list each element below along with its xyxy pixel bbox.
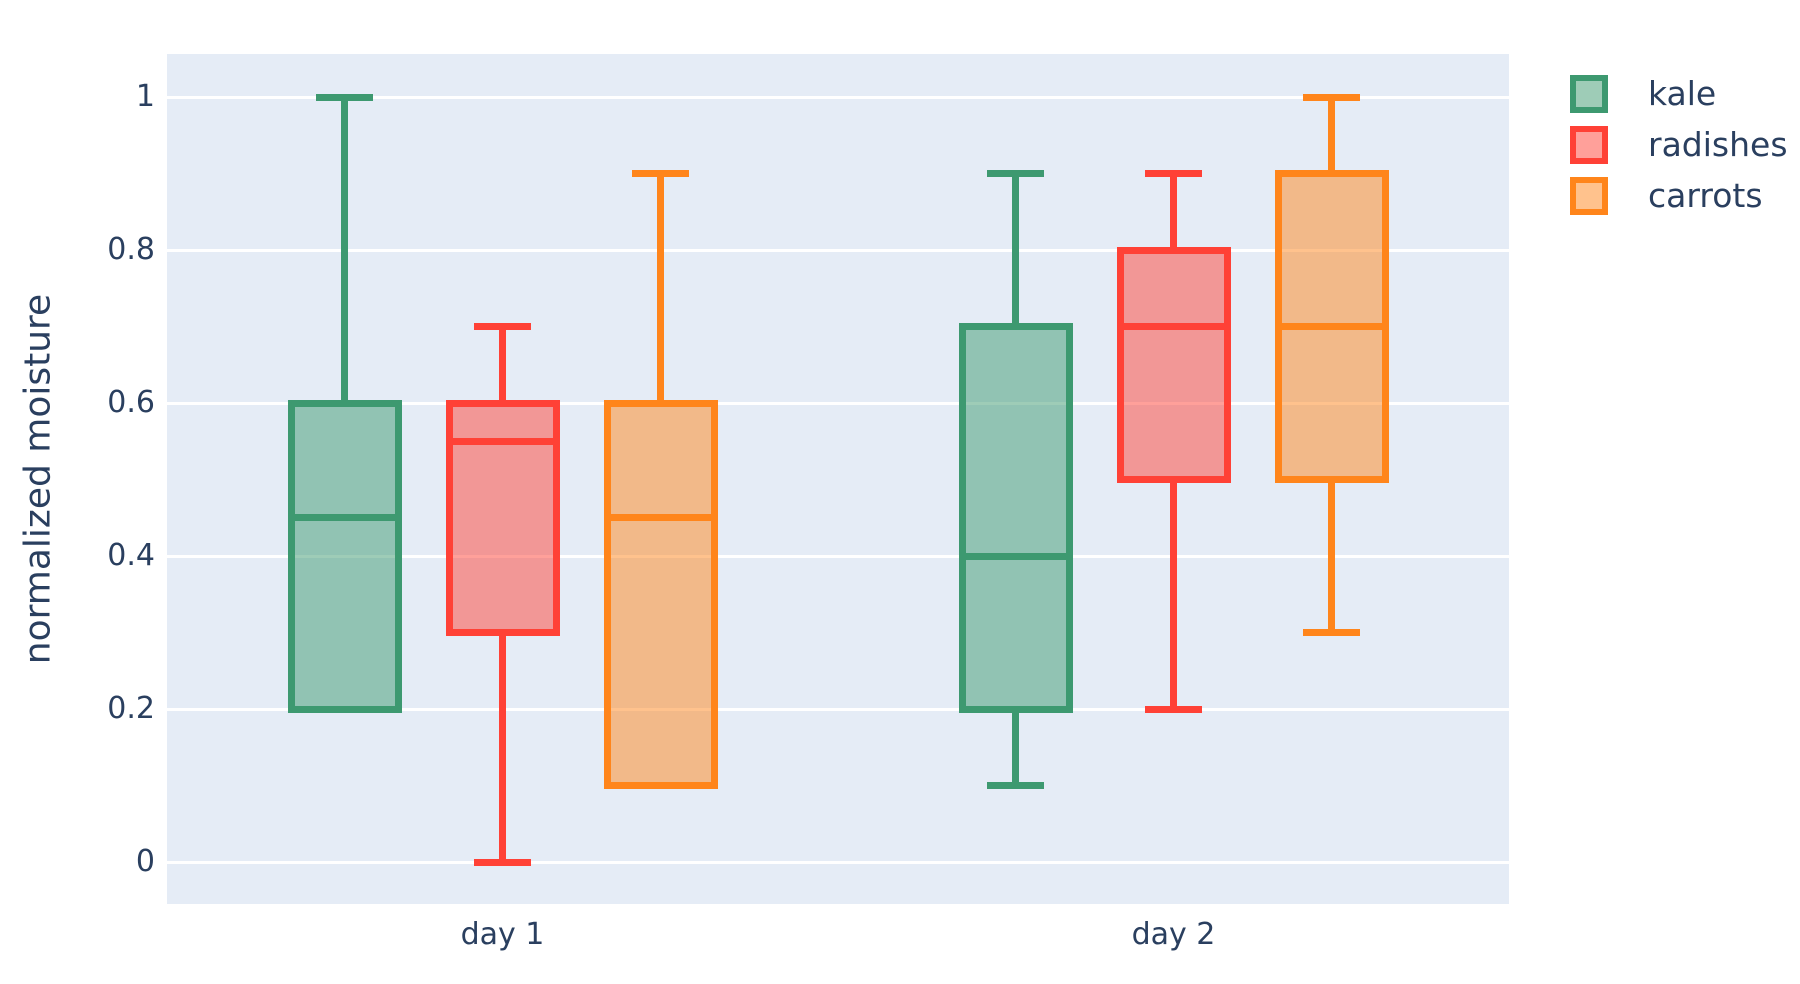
legend-swatch-radishes-icon	[1570, 125, 1608, 164]
legend: kale radishes carrots	[1570, 68, 1788, 221]
median-line	[291, 514, 398, 522]
legend-item-label: carrots	[1648, 176, 1763, 215]
y-tick-label: 0.8	[107, 232, 155, 267]
upper-whisker-cap	[474, 323, 531, 330]
lower-whisker-line	[1012, 709, 1019, 786]
upper-whisker-line	[499, 326, 506, 403]
gridline	[167, 95, 1509, 99]
y-tick-label: 1	[135, 79, 155, 114]
legend-item-carrots[interactable]: carrots	[1570, 170, 1788, 221]
upper-whisker-cap	[632, 170, 689, 177]
y-tick-label: 0	[135, 844, 155, 879]
plot-area[interactable]	[167, 54, 1509, 904]
median-line	[962, 552, 1069, 560]
upper-whisker-cap	[1145, 170, 1202, 177]
gridline	[167, 860, 1509, 864]
legend-swatch-carrots-icon	[1570, 176, 1608, 215]
legend-item-radishes[interactable]: radishes	[1570, 119, 1788, 170]
box-radishes[interactable]	[1116, 246, 1231, 483]
legend-item-label: kale	[1648, 74, 1717, 113]
lower-whisker-cap	[987, 782, 1044, 789]
gridline	[167, 707, 1509, 711]
lower-whisker-cap	[1303, 629, 1360, 636]
gridline	[167, 401, 1509, 405]
upper-whisker-line	[1328, 97, 1335, 174]
lower-whisker-line	[1328, 479, 1335, 633]
box-kale[interactable]	[958, 323, 1073, 713]
median-line	[1120, 323, 1227, 330]
y-tick-label: 0.2	[107, 691, 155, 726]
gridline	[167, 248, 1509, 252]
lower-whisker-cap	[474, 858, 531, 866]
gridline	[167, 554, 1509, 558]
y-tick-label: 0.6	[107, 385, 155, 420]
legend-swatch-kale-icon	[1570, 74, 1608, 113]
upper-whisker-cap	[987, 170, 1044, 177]
lower-whisker-line	[1170, 479, 1177, 709]
x-tick-label: day 2	[1131, 917, 1216, 952]
upper-whisker-line	[341, 97, 348, 403]
median-line	[1278, 323, 1385, 330]
upper-whisker-cap	[316, 93, 373, 101]
median-line	[607, 514, 714, 522]
box-carrots[interactable]	[603, 399, 718, 789]
box-kale[interactable]	[287, 399, 402, 713]
median-line	[449, 437, 556, 445]
upper-whisker-line	[1170, 173, 1177, 250]
upper-whisker-line	[1012, 173, 1019, 327]
y-tick-label: 0.4	[107, 538, 155, 573]
lower-whisker-line	[499, 632, 506, 862]
box-radishes[interactable]	[445, 399, 560, 636]
lower-whisker-cap	[1145, 705, 1202, 713]
legend-item-kale[interactable]: kale	[1570, 68, 1788, 119]
x-tick-label: day 1	[460, 917, 545, 952]
y-axis-title: normalized moisture	[17, 293, 59, 665]
upper-whisker-cap	[1303, 93, 1360, 101]
legend-item-label: radishes	[1648, 125, 1788, 164]
upper-whisker-line	[657, 173, 664, 403]
